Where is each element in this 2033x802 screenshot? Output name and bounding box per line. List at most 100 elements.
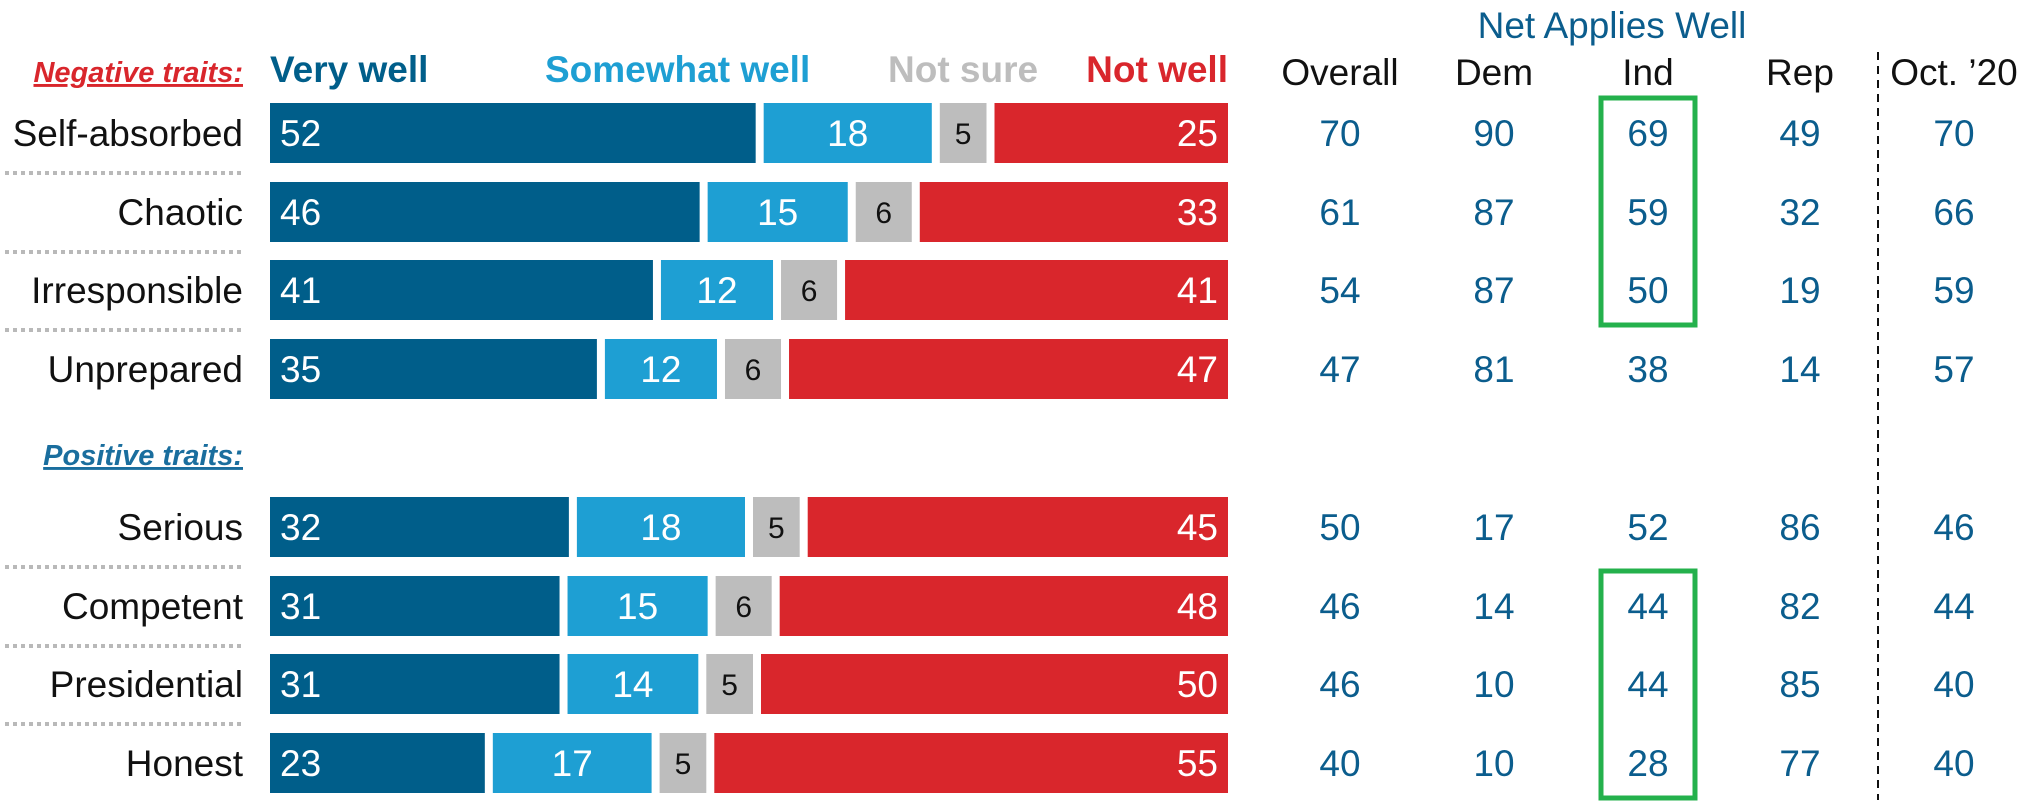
bar-not-sure-competent (715, 576, 772, 636)
net-dem-irresponsible: 87 (1473, 270, 1514, 311)
bar-not-sure-unprepared (724, 339, 782, 399)
net-dem-competent: 14 (1473, 586, 1514, 627)
bar-very-well-irresponsible (270, 260, 653, 320)
label-not-sure-chaotic: 6 (875, 197, 892, 230)
bar-somewhat-well-chaotic (707, 182, 848, 242)
bar-not-well-serious (807, 497, 1228, 557)
net-overall-competent: 46 (1319, 586, 1360, 627)
label-not-well-presidential: 50 (1177, 664, 1218, 705)
net-column-header-overall: Overall (1281, 52, 1398, 93)
label-not-sure-competent: 6 (735, 591, 752, 624)
net-ind-chaotic: 59 (1627, 192, 1668, 233)
net-column-header-rep: Rep (1766, 52, 1834, 93)
net-dem-presidential: 10 (1473, 664, 1514, 705)
oct20-value-chaotic: 66 (1933, 192, 1974, 233)
bar-somewhat-well-competent (567, 576, 708, 636)
bar-somewhat-well-serious (576, 497, 745, 557)
net-rep-irresponsible: 19 (1779, 270, 1820, 311)
label-somewhat-well-honest: 17 (552, 743, 593, 784)
label-somewhat-well-presidential: 14 (612, 664, 653, 705)
trait-label-presidential: Presidential (50, 664, 243, 705)
bar-very-well-serious (270, 497, 569, 557)
net-rep-competent: 82 (1779, 586, 1820, 627)
bar-not-sure-honest (659, 733, 707, 793)
net-ind-unprepared: 38 (1627, 349, 1668, 390)
net-overall-unprepared: 47 (1319, 349, 1360, 390)
oct20-value-honest: 40 (1933, 743, 1974, 784)
trait-label-honest: Honest (126, 743, 244, 784)
label-not-sure-irresponsible: 6 (801, 275, 818, 308)
label-very-well-irresponsible: 41 (280, 270, 321, 311)
trait-label-serious: Serious (118, 507, 243, 548)
net-dem-self-absorbed: 90 (1473, 113, 1514, 154)
bar-not-sure-irresponsible (781, 260, 838, 320)
net-column-header-dem: Dem (1455, 52, 1533, 93)
bar-not-well-unprepared (789, 339, 1228, 399)
net-dem-honest: 10 (1473, 743, 1514, 784)
oct20-value-competent: 44 (1933, 586, 1974, 627)
legend-very-well: Very well (270, 49, 428, 90)
legend-somewhat-well: Somewhat well (545, 49, 810, 90)
trait-label-competent: Competent (62, 586, 244, 627)
label-not-well-chaotic: 33 (1177, 192, 1218, 233)
bar-not-well-honest (714, 733, 1228, 793)
label-not-well-competent: 48 (1177, 586, 1218, 627)
oct20-value-serious: 46 (1933, 507, 1974, 548)
trait-label-irresponsible: Irresponsible (31, 270, 243, 311)
net-rep-presidential: 85 (1779, 664, 1820, 705)
net-dem-serious: 17 (1473, 507, 1514, 548)
label-very-well-chaotic: 46 (280, 192, 321, 233)
net-rep-serious: 86 (1779, 507, 1820, 548)
legend-not-sure: Not sure (888, 49, 1038, 90)
label-not-sure-self-absorbed: 5 (955, 118, 972, 151)
net-ind-presidential: 44 (1627, 664, 1668, 705)
bar-not-well-irresponsible (845, 260, 1228, 320)
net-overall-self-absorbed: 70 (1319, 113, 1360, 154)
label-very-well-presidential: 31 (280, 664, 321, 705)
bar-somewhat-well-presidential (567, 654, 699, 714)
label-not-sure-unprepared: 6 (745, 354, 762, 387)
label-not-well-honest: 55 (1177, 743, 1218, 784)
net-column-header-ind: Ind (1622, 52, 1673, 93)
bar-very-well-unprepared (270, 339, 597, 399)
group-label-positive: Positive traits: (43, 440, 243, 472)
ind-highlight-box-positive (1598, 568, 1698, 801)
bar-somewhat-well-irresponsible (660, 260, 774, 320)
label-not-well-self-absorbed: 25 (1177, 113, 1218, 154)
bar-not-sure-serious (753, 497, 800, 557)
label-not-well-unprepared: 47 (1177, 349, 1218, 390)
label-very-well-self-absorbed: 52 (280, 113, 321, 154)
oct20-value-unprepared: 57 (1933, 349, 1974, 390)
net-overall-serious: 50 (1319, 507, 1360, 548)
net-rep-honest: 77 (1779, 743, 1820, 784)
net-overall-irresponsible: 54 (1319, 270, 1360, 311)
net-dem-unprepared: 81 (1473, 349, 1514, 390)
net-ind-self-absorbed: 69 (1627, 113, 1668, 154)
bar-very-well-honest (270, 733, 485, 793)
trait-label-chaotic: Chaotic (118, 192, 243, 233)
bar-not-well-chaotic (919, 182, 1228, 242)
bar-not-sure-presidential (706, 654, 753, 714)
net-ind-competent: 44 (1627, 586, 1668, 627)
label-somewhat-well-serious: 18 (640, 507, 681, 548)
bar-very-well-chaotic (270, 182, 700, 242)
label-somewhat-well-unprepared: 12 (640, 349, 681, 390)
net-rep-chaotic: 32 (1779, 192, 1820, 233)
bar-not-well-self-absorbed (994, 103, 1228, 163)
bar-not-well-competent (779, 576, 1228, 636)
bar-very-well-competent (270, 576, 560, 636)
label-somewhat-well-chaotic: 15 (757, 192, 798, 233)
label-very-well-honest: 23 (280, 743, 321, 784)
label-not-sure-serious: 5 (768, 512, 785, 545)
label-not-well-irresponsible: 41 (1177, 270, 1218, 311)
label-very-well-unprepared: 35 (280, 349, 321, 390)
net-ind-serious: 52 (1627, 507, 1668, 548)
net-overall-honest: 40 (1319, 743, 1360, 784)
legend-not-well: Not well (1086, 49, 1228, 90)
bar-somewhat-well-unprepared (604, 339, 717, 399)
label-somewhat-well-self-absorbed: 18 (827, 113, 868, 154)
label-not-well-serious: 45 (1177, 507, 1218, 548)
net-rep-self-absorbed: 49 (1779, 113, 1820, 154)
label-not-sure-honest: 5 (675, 748, 692, 781)
